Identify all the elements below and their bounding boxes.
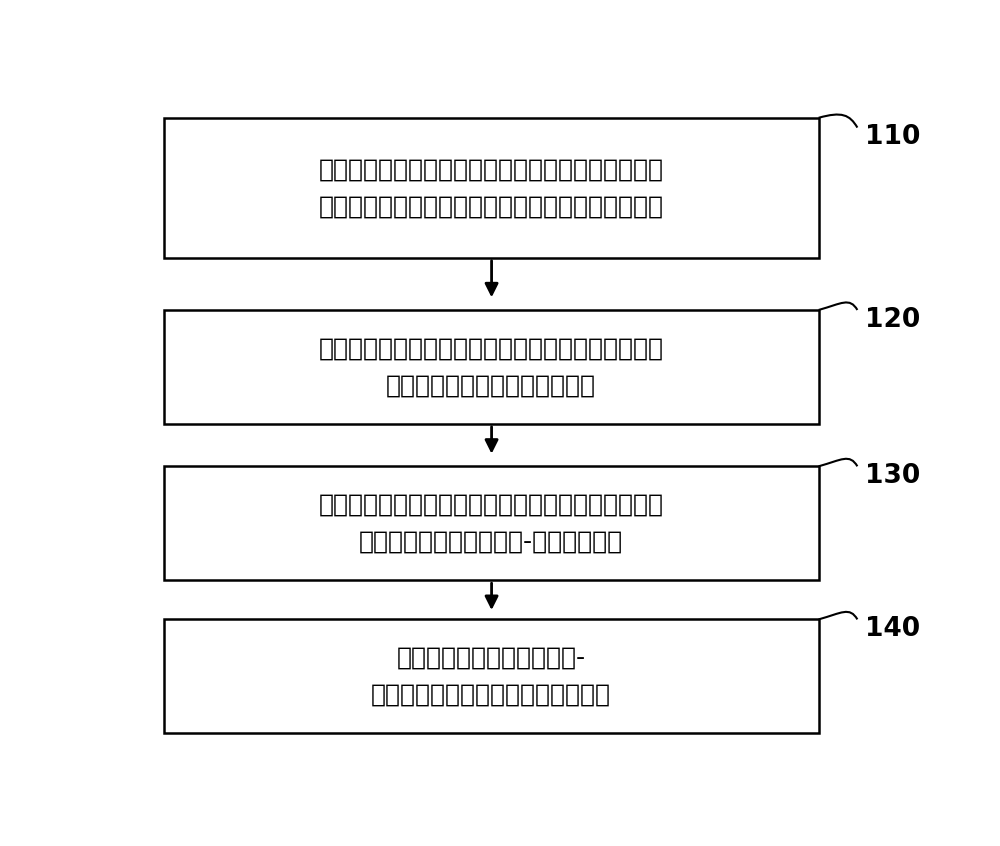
Text: 140: 140	[865, 616, 920, 642]
FancyBboxPatch shape	[164, 466, 819, 580]
Text: 130: 130	[865, 463, 920, 489]
FancyBboxPatch shape	[164, 118, 819, 258]
Text: 120: 120	[865, 307, 920, 332]
Text: 根据超弹性本构模型参数和黏弹性力学模型参数，建
立橡胶黏弹性有限元力学-热学耦合模型: 根据超弹性本构模型参数和黏弹性力学模型参数，建 立橡胶黏弹性有限元力学-热学耦合…	[319, 492, 664, 554]
Text: 依据橡胶黏弹性有限元力学-
热学耦合模型计算橡胶动态生热温度: 依据橡胶黏弹性有限元力学- 热学耦合模型计算橡胶动态生热温度	[371, 645, 611, 707]
Text: 获取橡胶储能模量和损耗模量，并拟合储能模量和损
耗模量确定黏弹性力学模型参数: 获取橡胶储能模量和损耗模量，并拟合储能模量和损 耗模量确定黏弹性力学模型参数	[319, 337, 664, 398]
FancyBboxPatch shape	[164, 310, 819, 424]
Text: 110: 110	[865, 124, 920, 151]
FancyBboxPatch shape	[164, 619, 819, 733]
Text: 测试预设应变下橡胶大分子松弛状态下的相应应力，
并拟合预设应变和相应应力确定超弹性本构模型参数: 测试预设应变下橡胶大分子松弛状态下的相应应力， 并拟合预设应变和相应应力确定超弹…	[319, 157, 664, 218]
